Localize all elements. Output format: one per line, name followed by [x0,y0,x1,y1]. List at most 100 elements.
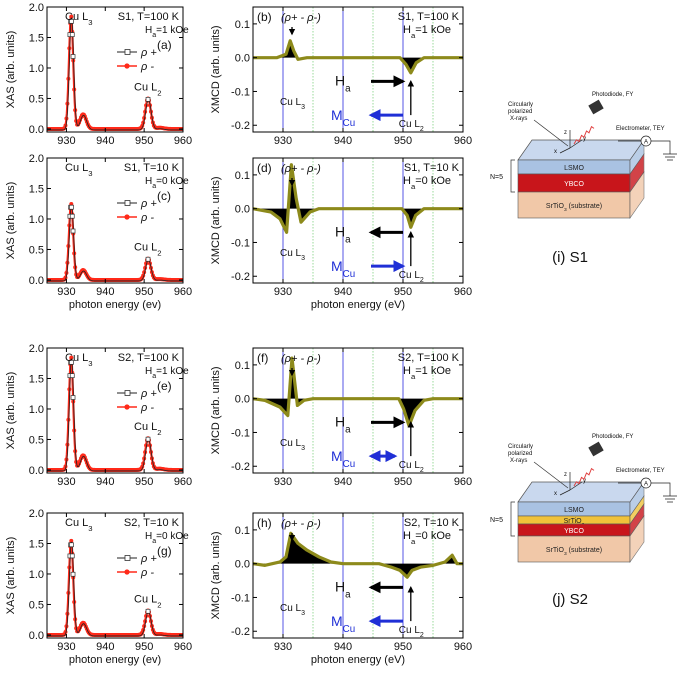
panel-h: 930 940 950 960 0.1 0.0 -0.1 -0.2 XMCD (arb. uni… [210,512,472,666]
photodiode-label: Photodiode, FY [592,434,633,440]
y-tick-label: 0.1 [235,360,250,372]
beam-line [533,461,569,489]
panel-tag: (a) [157,38,172,52]
plot-frame [46,6,184,133]
x-tick-label: 950 [394,476,412,488]
plot-frame [252,6,464,133]
legend-marker-rho-minus [124,63,130,69]
panel-title: S2, T=10 K [124,517,180,529]
axis-z-label: z [564,472,567,478]
y-tick-label: 0.5 [29,93,44,105]
xas-rho-minus-point [65,260,70,265]
axis-y-label: y [583,136,586,142]
x-tick-label: 960 [174,641,192,653]
xas-rho-minus-point [67,223,72,228]
axis-x [559,147,571,154]
x-tick-label: 950 [135,476,153,488]
y-tick-label: 1.0 [29,63,44,75]
y-tick-label: 0.1 [235,525,250,537]
x-tick-label: 930 [57,641,75,653]
y-tick-label: -0.1 [231,86,250,98]
ha-label: Ha [335,223,351,245]
layer-side-2 [629,171,645,219]
x-tick-label: 930 [57,476,75,488]
ha-label: Ha [335,578,351,600]
beam-label-1: Circularly [508,102,533,108]
x-tick-label: 950 [394,641,412,653]
xmcd-line [253,531,463,579]
x-tick-label: 960 [454,641,472,653]
legend-marker-rho-minus [124,404,130,410]
xmcd-area [253,358,463,426]
marker-label-l3: Cu L3 [280,248,305,261]
x-tick-label: 960 [454,286,472,298]
y-tick-label: 0.1 [235,19,250,31]
panel-d: 930 940 950 960 0.1 0.0 -0.1 -0.2 XMCD (arb. uni… [210,157,472,311]
x-tick-label: 930 [274,135,292,147]
xas-rho-minus-point [67,46,72,51]
panel-title: S1, T=100 K [118,11,180,23]
schematic-S1: LSMO YBCO SrTiO3 (substrate) N=5 z y x Circular… [490,92,677,266]
y-tick-label: 0.0 [235,559,250,571]
y-tick-label: -0.2 [231,120,250,132]
difference-label: (ρ+ - ρ-) [281,353,321,365]
beam-label-3: X-rays [510,458,527,464]
layer-label-0: LSMO [564,165,584,172]
peak-label-l2: Cu L2 [134,421,162,437]
schematic-caption: (i) S1 [552,249,588,266]
lsmo-top-face [517,481,645,503]
schematic-caption: (j) S2 [552,591,588,608]
wire [618,482,671,496]
marker-label-l2: Cu L2 [399,625,424,639]
y-axis-label: XMCD (arb. units) [210,531,222,619]
xas-rho-plus-point [145,256,151,262]
xas-rho-plus-point [70,571,76,577]
legend-label-rho-minus: ρ - [140,567,154,579]
x-tick-label: 950 [394,135,412,147]
peak-label-l3: Cu L3 [65,352,93,368]
xas-rho-plus-point [69,204,74,210]
y-tick-label: 0.0 [235,204,250,216]
peak-label-l2: Cu L2 [134,81,162,97]
xas-rho-minus-point [66,244,71,249]
xas-rho-minus-point [64,457,69,462]
xas-rho-plus-point [145,97,151,102]
legend-label-rho-minus: ρ - [140,212,154,224]
ground-icon [663,153,677,161]
panel-tag: (c) [157,189,171,203]
layer-side-3 [629,515,645,563]
panel-field: Ha=0 kOe [403,175,451,191]
y-tick-label: -0.2 [231,271,250,283]
y-tick-label: 0.0 [29,124,44,136]
ground-icon [663,495,677,503]
legend-marker-rho-plus [124,49,131,55]
legend-label-rho-plus: ρ + [140,198,157,210]
y-tick-label: 1.5 [29,538,44,550]
y-tick-label: 1.0 [29,569,44,581]
panel-tag: (h) [257,516,272,530]
xas-rho-minus-point [65,101,70,106]
ammeter-label: A [644,140,648,146]
xas-rho-minus-point [69,14,74,19]
beam-label-1: Circularly [508,444,533,450]
xas-rho-plus-line [47,358,183,472]
n-label: N=5 [490,517,503,524]
xas-rho-minus-point [64,624,69,629]
xas-rho-plus-point [69,542,74,548]
y-tick-label: -0.1 [231,427,250,439]
axis-y [569,139,583,149]
y-tick-label: 0.5 [29,244,44,256]
xas-rho-minus-point [67,387,72,392]
x-axis-label: photon energy (eV) [311,654,405,666]
y-tick-label: 1.5 [29,373,44,385]
xmcd-line [253,163,463,234]
marker-label-l3: Cu L3 [280,97,305,111]
fluorescence-beam [573,467,595,487]
y-tick-label: 2.0 [29,2,44,14]
x-tick-label: 950 [394,286,412,298]
layer-label-2: SrTiO3 (substrate) [546,203,602,213]
y-tick-label: 0.5 [29,434,44,446]
xas-rho-plus-point [70,395,76,400]
electrometer-label: Electrometer, TEY [616,126,665,132]
